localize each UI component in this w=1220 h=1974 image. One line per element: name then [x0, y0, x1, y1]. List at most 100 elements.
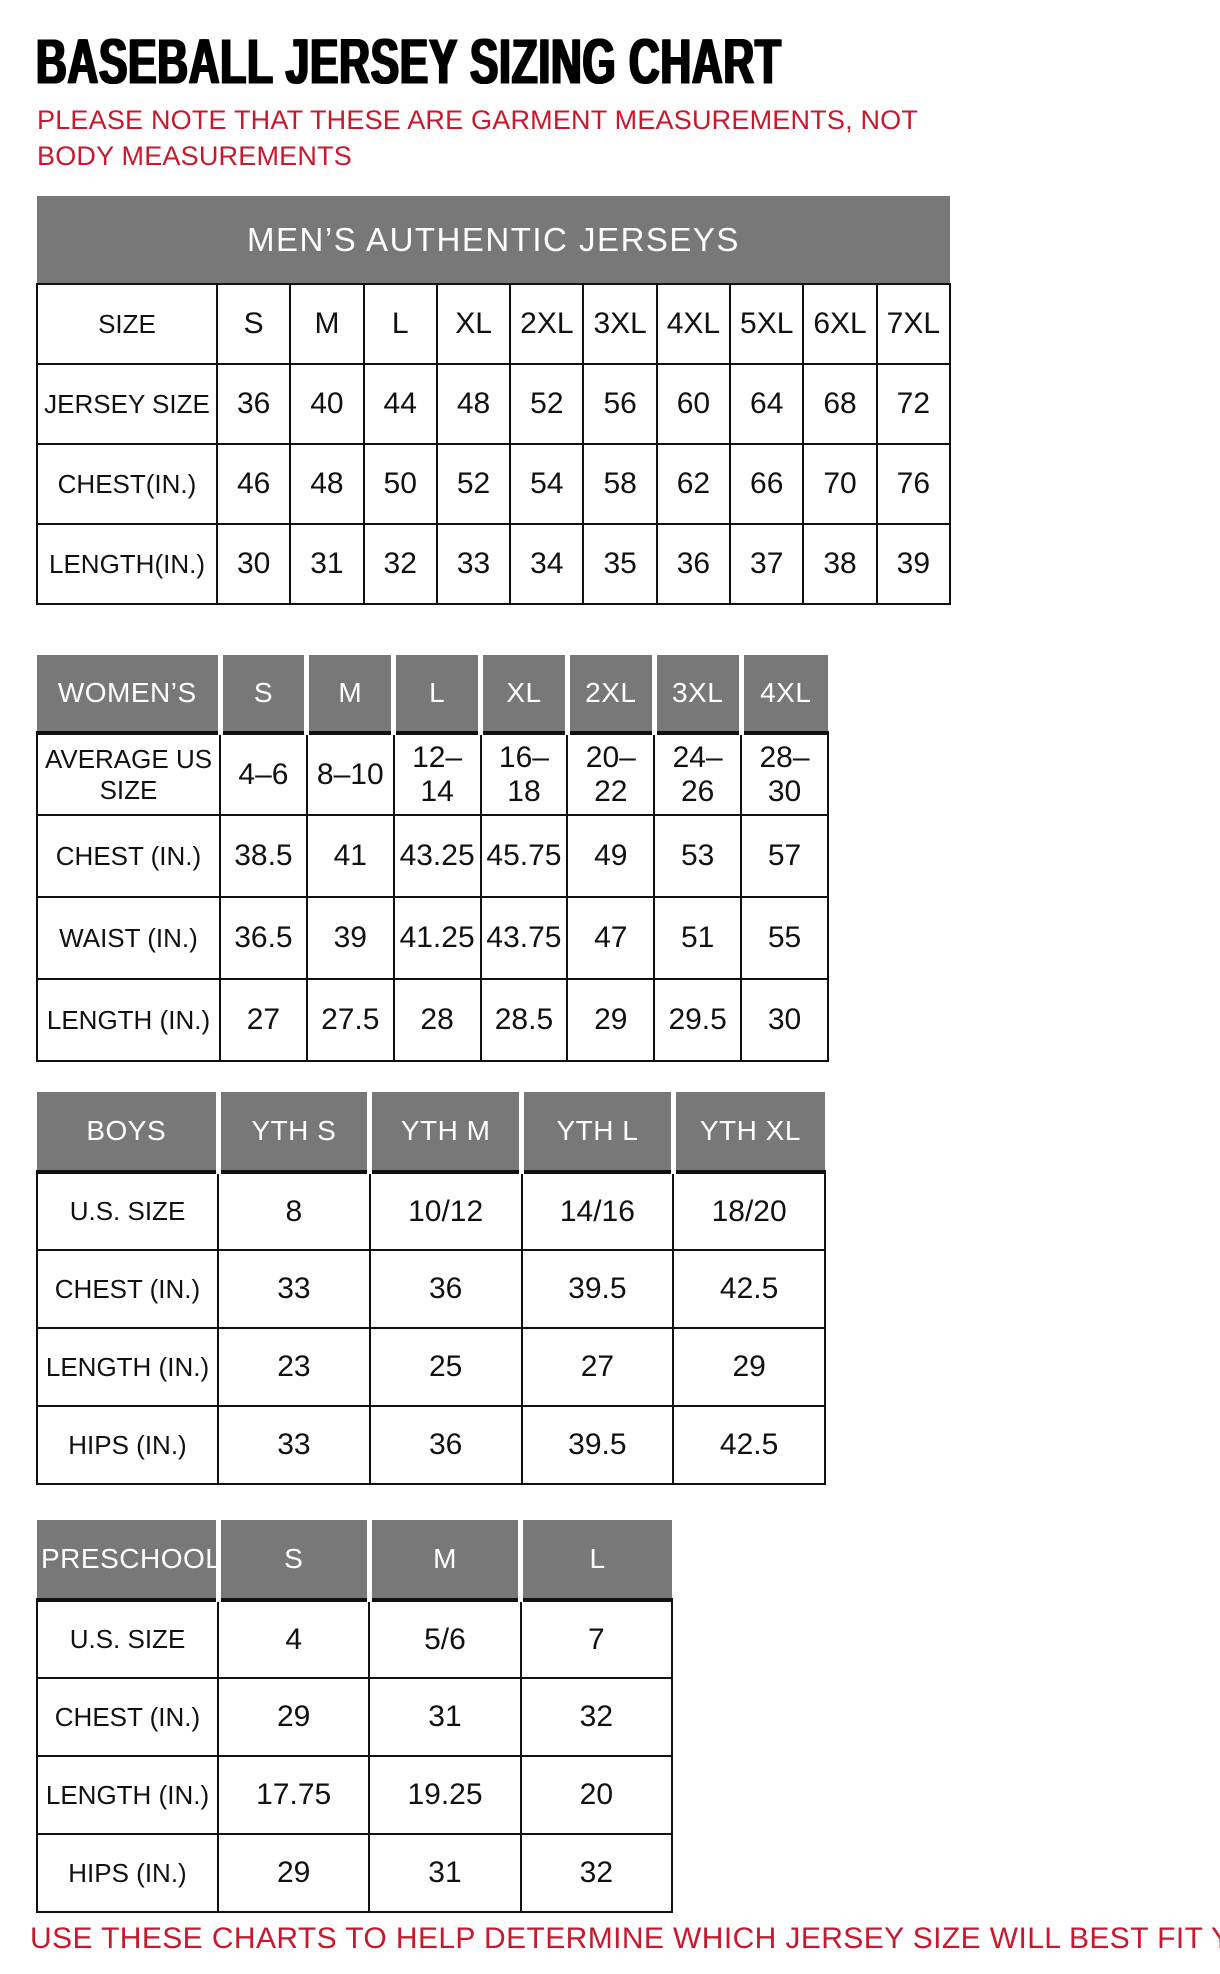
measurement-value: 57	[740, 814, 829, 898]
measurement-value: 32	[362, 523, 438, 605]
size-column-header: 3XL	[582, 283, 658, 365]
mens-sizing-table: MEN’S AUTHENTIC JERSEYS SIZE S M L XL 2XL 3XL 4X…	[36, 196, 952, 605]
row-label: WAIST (IN.)	[36, 896, 221, 980]
measurement-value: 7	[519, 1599, 674, 1679]
measurement-value: 17.75	[216, 1755, 371, 1835]
row-label: HIPS (IN.)	[36, 1833, 219, 1913]
size-column-header: L	[518, 1520, 672, 1602]
header-row: BOYS YTH S YTH M YTH L YTH XL	[37, 1092, 825, 1174]
measurement-value: 49	[566, 814, 656, 898]
size-column-header: YTH XL	[670, 1092, 825, 1174]
measurement-value: 36	[368, 1249, 523, 1329]
table-row: LENGTH(IN.) 30 31 32 33 34 35 36 37 38 39	[36, 523, 952, 605]
womens-sizing-table: WOMEN’S S M L XL 2XL 3XL 4XL AVERAGE US SIZE 4–6 8…	[36, 655, 829, 1062]
measurement-value: 45.75	[479, 814, 569, 898]
table-group-label: WOMEN’S	[37, 655, 221, 735]
measurement-value: 8–10	[305, 732, 395, 816]
size-column-header: 2XL	[509, 283, 585, 365]
measurement-value: 52	[435, 443, 512, 525]
measurement-value: 33	[217, 1405, 371, 1485]
row-label: LENGTH (IN.)	[36, 978, 221, 1062]
measurement-value: 64	[729, 363, 805, 445]
table-group-label: PRESCHOOL	[37, 1520, 221, 1602]
measurement-value: 51	[653, 896, 743, 980]
measurement-value: 68	[802, 363, 878, 445]
measurement-value: 48	[289, 443, 365, 525]
measurement-value: 31	[368, 1677, 522, 1757]
boys-sizing-table: BOYS YTH S YTH M YTH L YTH XL U.S. SIZE 8 10/12…	[36, 1092, 826, 1485]
measurement-value: 48	[435, 363, 512, 445]
size-column-header: S	[215, 283, 292, 365]
table-group-label: SIZE	[36, 283, 218, 365]
measurement-value: 32	[519, 1833, 674, 1913]
footer-note: USE THESE CHARTS TO HELP DETERMINE WHICH…	[30, 1922, 1220, 1955]
row-label: CHEST (IN.)	[36, 1249, 219, 1329]
table-title-band: MEN’S AUTHENTIC JERSEYS	[37, 196, 950, 284]
header-row: SIZE S M L XL 2XL 3XL 4XL 5XL 6XL 7XL	[36, 283, 952, 365]
table-row: HIPS (IN.) 29 31 32	[36, 1833, 674, 1913]
measurement-value: 38.5	[219, 814, 308, 898]
measurement-value: 20	[519, 1755, 674, 1835]
size-column-header: 7XL	[875, 283, 952, 365]
measurement-value: 37	[729, 523, 805, 605]
measurement-value: 20–22	[566, 732, 656, 816]
measurement-value: 72	[875, 363, 952, 445]
table-row: U.S. SIZE 4 5/6 7	[36, 1599, 674, 1679]
measurement-value: 29	[216, 1677, 371, 1757]
row-label: AVERAGE US SIZE	[36, 732, 221, 816]
size-column-header: YTH M	[367, 1092, 523, 1174]
measurement-value: 12–14	[392, 732, 482, 816]
preschool-sizing-table: PRESCHOOL S M L U.S. SIZE 4 5/6 7 CHEST (IN.) 29 3…	[36, 1520, 674, 1913]
measurement-value: 29	[216, 1833, 371, 1913]
row-label: U.S. SIZE	[36, 1171, 219, 1251]
size-column-header: 4XL	[738, 655, 828, 735]
size-column-header: S	[217, 655, 308, 735]
measurement-value: 36	[368, 1405, 523, 1485]
size-column-header: L	[362, 283, 438, 365]
table-row: LENGTH (IN.) 17.75 19.25 20	[36, 1755, 674, 1835]
measurement-value: 25	[368, 1327, 523, 1407]
table-row: HIPS (IN.) 33 36 39.5 42.5	[36, 1405, 826, 1485]
measurement-value: 33	[217, 1249, 371, 1329]
measurement-value: 42.5	[672, 1405, 826, 1485]
table-row: CHEST (IN.) 29 31 32	[36, 1677, 674, 1757]
measurement-value: 4–6	[219, 732, 308, 816]
table-row: CHEST(IN.) 46 48 50 52 54 58 62 66 70 76	[36, 443, 952, 525]
size-column-header: 4XL	[655, 283, 732, 365]
measurement-value: 39.5	[520, 1249, 675, 1329]
measurement-value: 70	[802, 443, 878, 525]
measurement-value: 31	[368, 1833, 522, 1913]
table-row: CHEST (IN.) 38.5 41 43.25 45.75 49 53 57	[36, 814, 829, 898]
size-column-header: S	[215, 1520, 371, 1602]
measurement-value: 18/20	[672, 1171, 826, 1251]
measurement-value: 60	[655, 363, 732, 445]
row-label: U.S. SIZE	[36, 1599, 219, 1679]
table-title: MEN’S AUTHENTIC JERSEYS	[37, 196, 950, 284]
header-row: PRESCHOOL S M L	[37, 1520, 672, 1602]
measurement-value: 30	[215, 523, 292, 605]
row-label: CHEST (IN.)	[36, 1677, 219, 1757]
measurement-value: 44	[362, 363, 438, 445]
measurement-value: 62	[655, 443, 732, 525]
measurement-value: 39.5	[520, 1405, 675, 1485]
measurement-value: 50	[362, 443, 438, 525]
header-row: WOMEN’S S M L XL 2XL 3XL 4XL	[37, 655, 828, 735]
row-label: LENGTH(IN.)	[36, 523, 218, 605]
measurement-value: 28.5	[479, 978, 569, 1062]
garment-measurements-note: PLEASE NOTE THAT THESE ARE GARMENT MEASU…	[37, 105, 918, 171]
size-column-header: 2XL	[564, 655, 656, 735]
page-title: BASEBALL JERSEY SIZING CHART	[36, 25, 782, 97]
measurement-value: 29.5	[653, 978, 743, 1062]
measurement-value: 35	[582, 523, 658, 605]
size-column-header: M	[366, 1520, 522, 1602]
measurement-value: 24–26	[653, 732, 743, 816]
measurement-value: 46	[215, 443, 292, 525]
size-column-header: 5XL	[729, 283, 805, 365]
measurement-value: 56	[582, 363, 658, 445]
table-row: AVERAGE US SIZE 4–6 8–10 12–14 16–18 20–22 24–…	[36, 732, 829, 816]
measurement-value: 36.5	[219, 896, 308, 980]
measurement-value: 29	[566, 978, 656, 1062]
measurement-value: 47	[566, 896, 656, 980]
measurement-value: 31	[289, 523, 365, 605]
